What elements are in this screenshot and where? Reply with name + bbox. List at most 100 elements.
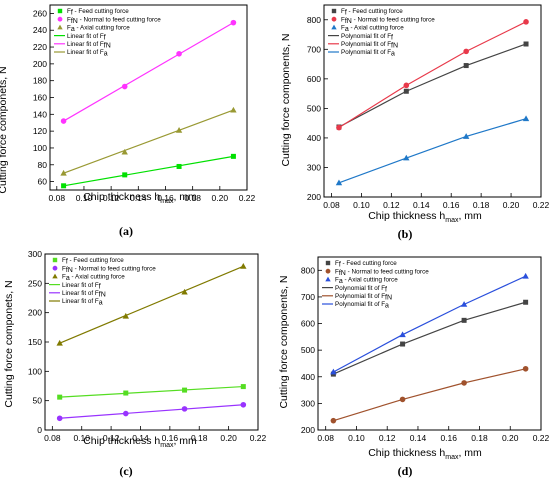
- legend-fit-label-sub: a: [385, 303, 389, 310]
- x-axis-title-tail: , mm: [458, 447, 482, 459]
- x-tick-label: 0.14: [413, 200, 430, 210]
- legend-label-tail: - Normal to feed cutting force: [352, 16, 435, 23]
- y-tick-label: 140: [33, 109, 47, 119]
- data-point-series-2: [463, 48, 469, 55]
- data-point-series-1: [182, 387, 188, 393]
- y-tick-label: 150: [28, 337, 42, 347]
- legend-fit-label-main: Polynomial fit of F: [341, 41, 391, 48]
- legend-label-tail: - Axial cutting force: [343, 277, 398, 284]
- legend-label-sub: f: [71, 10, 73, 17]
- legend-fit-label-main: Polynomial fit of F: [335, 293, 385, 300]
- legend-fit-label-series-3: Polynomial fit of Fa: [335, 301, 389, 310]
- fit-line-series-2: [59, 404, 244, 419]
- data-point-series-1: [57, 394, 63, 400]
- fit-line-series-3: [63, 109, 234, 174]
- x-tick-label: 0.08: [49, 193, 66, 203]
- legend-label-main: F: [67, 8, 71, 15]
- fit-line-series-2: [338, 21, 527, 129]
- y-axis-title: Cutting force components, N: [280, 33, 292, 166]
- x-tick-label: 0.16: [162, 433, 179, 443]
- legend-marker-series-1: [52, 257, 58, 263]
- data-point-series-2: [399, 396, 406, 403]
- fit-line-series-3: [338, 118, 527, 184]
- fit-line-series-1: [338, 43, 527, 128]
- legend-label-sub: a: [339, 278, 343, 285]
- data-point-series-1: [523, 41, 529, 47]
- legend-label-series-2: FfN - Normal to feed cutting force: [67, 16, 161, 25]
- data-point-series-2: [176, 50, 182, 57]
- data-point-series-3: [56, 339, 63, 346]
- fit-line-series-2: [333, 368, 526, 422]
- x-tick-label: 0.08: [317, 433, 334, 443]
- legend-label-series-2: FfN - Normal to feed cutting force: [341, 16, 435, 25]
- legend-label-sub: f: [339, 262, 341, 269]
- x-tick-label: 0.22: [533, 433, 550, 443]
- legend-label-series-3: Fa - Axial cutting force: [62, 274, 125, 283]
- legend-marker-series-2: [325, 268, 331, 274]
- legend-fit-label-series-1: Linear fit of Ff: [62, 282, 101, 291]
- data-point-series-2: [461, 380, 467, 386]
- y-tick-label: 220: [33, 42, 47, 52]
- y-tick-label: 160: [33, 93, 47, 103]
- legend-label-tail: - Axial cutting force: [349, 25, 404, 32]
- legend-fit-label-series-1: Polynomial fit of Ff: [335, 285, 387, 294]
- y-tick-label: 400: [307, 133, 321, 143]
- data-point-series-1: [230, 153, 236, 159]
- y-tick-label: 80: [38, 160, 48, 170]
- data-point-series-1: [61, 183, 67, 189]
- y-tick-label: 50: [33, 396, 43, 406]
- legend-label-series-3: Fa - Axial cutting force: [341, 25, 404, 33]
- data-point-series-2: [56, 415, 63, 422]
- chart-panel-3: 0.08 0.10 0.12 0.14 0.16 0.18 0.20 0.22 0 50 100 15…: [3, 249, 267, 478]
- y-axis-title: Cutting force componets, N: [3, 280, 15, 407]
- data-point-series-3: [230, 106, 237, 113]
- panel-label: (c): [119, 464, 132, 478]
- legend-fit-label-series-2: Linear fit of FfN: [67, 41, 111, 50]
- x-tick-label: 0.10: [353, 200, 370, 210]
- y-tick-label: 800: [307, 15, 321, 25]
- panel-label: (a): [119, 224, 133, 238]
- x-tick-label: 0.22: [250, 433, 267, 443]
- x-axis-title-sub: max: [445, 217, 459, 224]
- x-tick-label: 0.14: [132, 433, 149, 443]
- legend-fit-label-series-1: Polynomial fit of Ff: [341, 33, 393, 42]
- legend-fit-label-main: Linear fit of F: [62, 298, 99, 305]
- plot-frame: [317, 256, 542, 431]
- y-tick-label: 400: [301, 372, 315, 382]
- legend-label-main: F: [341, 16, 345, 23]
- legend-fit-label-sub: f: [99, 283, 101, 290]
- y-tick-label: 500: [301, 345, 315, 355]
- x-tick-label: 0.10: [76, 193, 93, 203]
- legend-label-sub: fN: [71, 18, 78, 25]
- x-tick-label: 0.10: [348, 433, 365, 443]
- data-point-series-3: [122, 312, 129, 319]
- x-tick-label: 0.16: [157, 193, 174, 203]
- y-tick-label: 200: [28, 308, 42, 318]
- legend-label-tail: - Feed cutting force: [73, 8, 129, 15]
- fit-line-series-1: [333, 301, 526, 375]
- fit-line-series-1: [59, 385, 244, 398]
- legend-fit-label-main: Polynomial fit of F: [335, 285, 385, 292]
- x-tick-label: 0.12: [379, 433, 396, 443]
- legend-fit-label-sub: fN: [99, 292, 106, 299]
- legend-fit-label-series-2: Polynomial fit of FfN: [335, 293, 392, 302]
- legend-fit-label-sub: f: [385, 286, 387, 293]
- data-point-series-2: [60, 118, 67, 124]
- x-axis-title-tail: , mm: [458, 210, 482, 222]
- y-tick-label: 600: [301, 319, 315, 329]
- legend-fit-label-series-3: Linear fit of Fa: [62, 298, 103, 307]
- legend-label-tail: - Feed cutting force: [347, 8, 403, 15]
- x-tick-label: 0.12: [103, 193, 120, 203]
- data-point-series-1: [400, 341, 406, 347]
- legend-label-series-3: Fa - Axial cutting force: [67, 25, 130, 33]
- data-point-series-2: [330, 417, 337, 424]
- fit-line-series-2: [63, 22, 234, 122]
- y-tick-label: 260: [33, 8, 47, 18]
- data-point-series-3: [462, 133, 470, 139]
- y-tick-label: 100: [33, 143, 47, 153]
- legend-fit-label-main: Polynomial fit of F: [341, 49, 391, 56]
- x-axis-title-sub: max: [445, 454, 459, 461]
- legend-fit-label-series-2: Linear fit of FfN: [62, 290, 106, 299]
- y-tick-label: 200: [33, 59, 47, 69]
